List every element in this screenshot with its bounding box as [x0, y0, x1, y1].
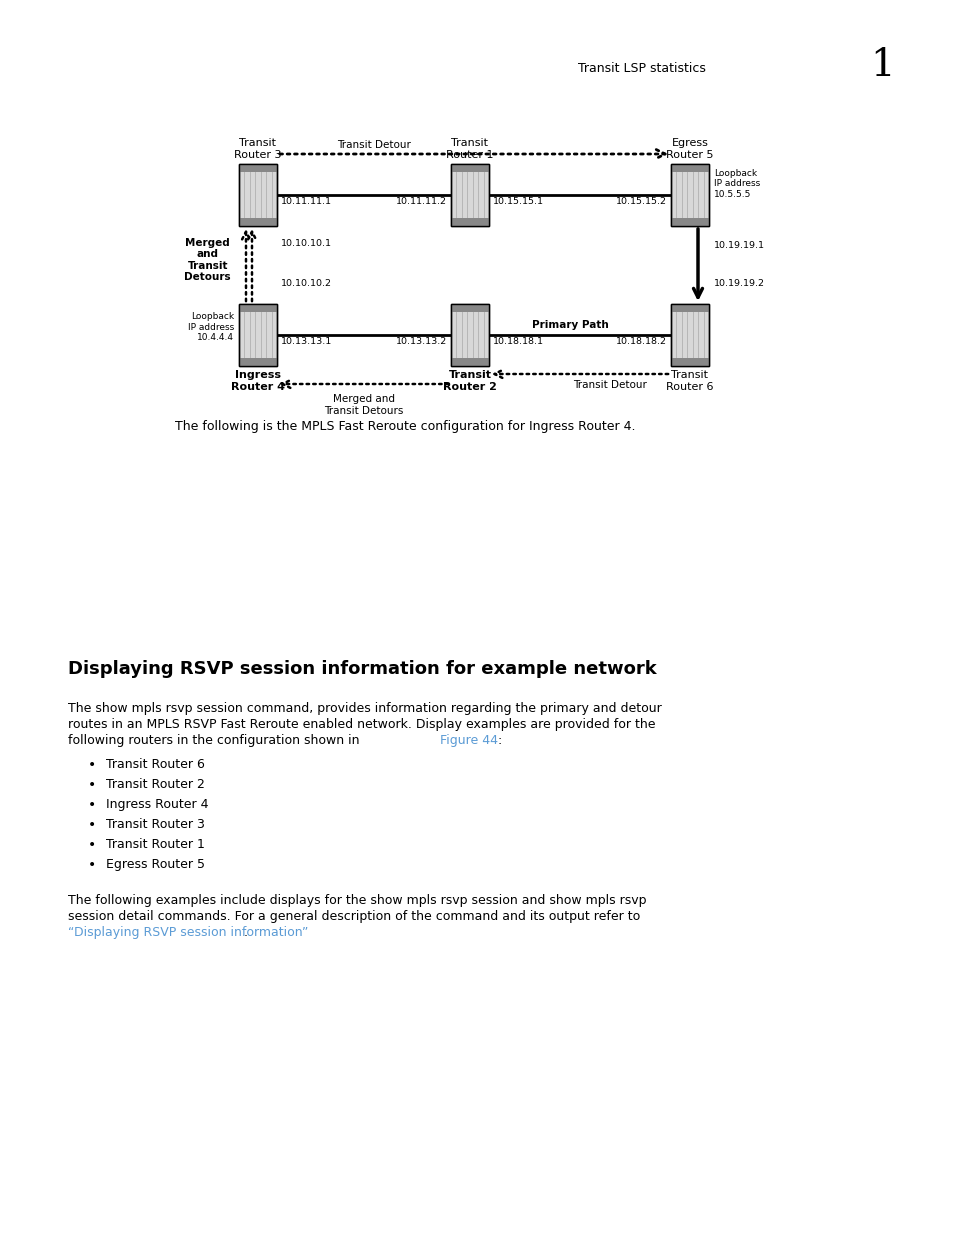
Text: 10.10.10.1: 10.10.10.1: [281, 238, 332, 247]
Text: Transit Router 6: Transit Router 6: [106, 758, 205, 771]
Bar: [670, 304, 708, 366]
Text: 10.13.13.2: 10.13.13.2: [395, 336, 447, 346]
Text: 10.13.13.1: 10.13.13.1: [281, 336, 332, 346]
Text: Transit
Router 2: Transit Router 2: [442, 370, 497, 391]
Bar: [451, 304, 489, 312]
Text: session detail commands. For a general description of the command and its output: session detail commands. For a general d…: [68, 910, 639, 923]
Text: 1: 1: [869, 47, 894, 84]
Text: 10.18.18.1: 10.18.18.1: [493, 336, 543, 346]
Text: Loopback
IP address
10.4.4.4: Loopback IP address 10.4.4.4: [188, 312, 233, 342]
Text: The following examples include displays for the show mpls rsvp session and show : The following examples include displays …: [68, 894, 646, 906]
Text: Transit Detour: Transit Detour: [573, 380, 646, 390]
Text: Transit LSP statistics: Transit LSP statistics: [578, 62, 705, 74]
Text: The show mpls rsvp session command, provides information regarding the primary a: The show mpls rsvp session command, prov…: [68, 701, 661, 715]
Text: 10.19.19.1: 10.19.19.1: [713, 241, 764, 249]
Bar: [451, 164, 489, 226]
Text: 10.15.15.2: 10.15.15.2: [616, 196, 666, 205]
Bar: [451, 304, 489, 366]
Text: Transit
Router 3: Transit Router 3: [234, 138, 281, 161]
Bar: [670, 304, 708, 366]
Bar: [451, 304, 489, 366]
Text: The following is the MPLS Fast Reroute configuration for Ingress Router 4.: The following is the MPLS Fast Reroute c…: [174, 420, 635, 433]
Bar: [670, 164, 708, 226]
Text: Merged
and
Transit
Detours: Merged and Transit Detours: [184, 237, 231, 283]
Bar: [239, 164, 276, 226]
Text: 10.11.11.1: 10.11.11.1: [281, 196, 332, 205]
Text: “Displaying RSVP session information”: “Displaying RSVP session information”: [68, 926, 308, 939]
Text: Figure 44: Figure 44: [439, 734, 497, 747]
Bar: [451, 164, 489, 226]
Bar: [670, 164, 708, 172]
Text: 10.15.15.1: 10.15.15.1: [493, 196, 543, 205]
Text: :: :: [497, 734, 501, 747]
Text: Loopback
IP address
10.5.5.5: Loopback IP address 10.5.5.5: [713, 169, 760, 199]
Text: 10.11.11.2: 10.11.11.2: [395, 196, 447, 205]
Text: Transit Router 2: Transit Router 2: [106, 778, 205, 790]
Text: Transit Router 3: Transit Router 3: [106, 818, 205, 831]
Text: Displaying RSVP session information for example network: Displaying RSVP session information for …: [68, 659, 656, 678]
Bar: [670, 217, 708, 226]
Bar: [451, 164, 489, 172]
Bar: [239, 304, 276, 366]
Text: 10.19.19.2: 10.19.19.2: [713, 279, 764, 288]
Bar: [670, 358, 708, 366]
Text: 10.10.10.2: 10.10.10.2: [281, 279, 332, 288]
Bar: [670, 164, 708, 226]
Bar: [670, 304, 708, 312]
Text: •: •: [88, 758, 96, 772]
Text: Ingress Router 4: Ingress Router 4: [106, 798, 209, 811]
Text: •: •: [88, 818, 96, 832]
Bar: [239, 304, 276, 366]
Text: Transit Detour: Transit Detour: [336, 140, 411, 149]
Bar: [239, 358, 276, 366]
Bar: [451, 358, 489, 366]
Text: Egress
Router 5: Egress Router 5: [665, 138, 713, 161]
Text: 10.18.18.2: 10.18.18.2: [616, 336, 666, 346]
Text: Primary Path: Primary Path: [531, 320, 608, 330]
Text: Ingress
Router 4: Ingress Router 4: [231, 370, 285, 391]
Text: •: •: [88, 778, 96, 792]
Text: .: .: [244, 926, 248, 939]
Text: •: •: [88, 798, 96, 811]
Text: Egress Router 5: Egress Router 5: [106, 858, 205, 871]
Bar: [239, 164, 276, 226]
Bar: [239, 304, 276, 312]
Bar: [451, 217, 489, 226]
Text: following routers in the configuration shown in: following routers in the configuration s…: [68, 734, 363, 747]
Text: Transit Router 1: Transit Router 1: [106, 839, 205, 851]
Text: Transit
Router 6: Transit Router 6: [665, 370, 713, 391]
Text: •: •: [88, 858, 96, 872]
Text: •: •: [88, 839, 96, 852]
Text: Merged and
Transit Detours: Merged and Transit Detours: [324, 394, 403, 416]
Bar: [239, 164, 276, 172]
Text: routes in an MPLS RSVP Fast Reroute enabled network. Display examples are provid: routes in an MPLS RSVP Fast Reroute enab…: [68, 718, 655, 731]
Text: Transit
Router 1: Transit Router 1: [446, 138, 494, 161]
Bar: [239, 217, 276, 226]
